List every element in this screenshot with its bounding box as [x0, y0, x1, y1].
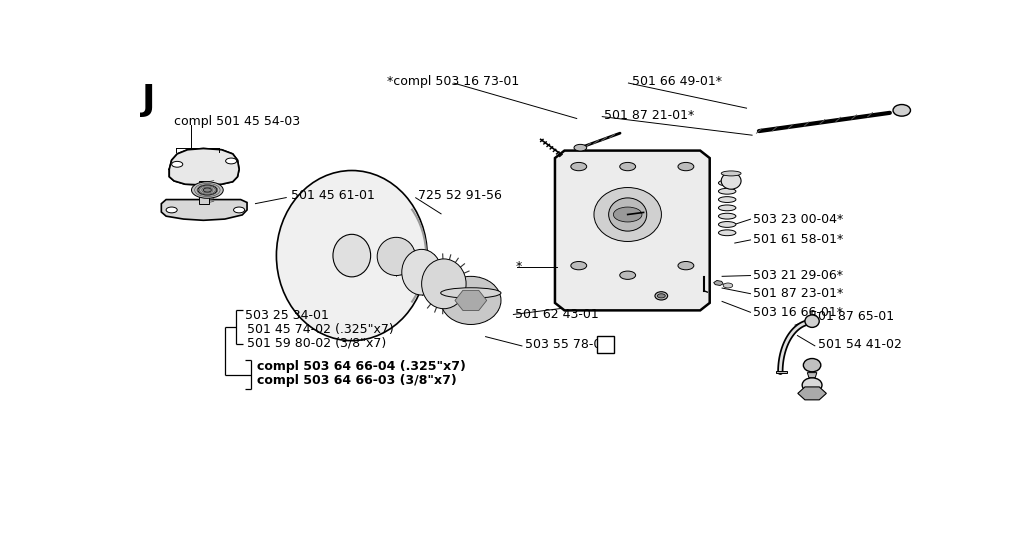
Circle shape — [678, 162, 694, 171]
Text: J: J — [142, 84, 156, 118]
Ellipse shape — [608, 198, 647, 231]
Ellipse shape — [893, 105, 910, 116]
Ellipse shape — [719, 213, 736, 219]
Text: *: * — [516, 260, 522, 273]
Ellipse shape — [655, 292, 668, 300]
Ellipse shape — [719, 222, 736, 227]
Ellipse shape — [719, 230, 736, 236]
Text: 501 87 21-01*: 501 87 21-01* — [604, 109, 694, 122]
Ellipse shape — [719, 180, 736, 186]
Polygon shape — [714, 280, 723, 286]
Text: 503 23 00-04*: 503 23 00-04* — [754, 212, 844, 225]
Ellipse shape — [805, 315, 819, 327]
Circle shape — [166, 207, 177, 213]
Text: 501 45 74-02 (.325"x7): 501 45 74-02 (.325"x7) — [247, 323, 394, 336]
Ellipse shape — [440, 277, 501, 324]
Polygon shape — [455, 291, 486, 310]
Text: compl 501 45 54-03: compl 501 45 54-03 — [174, 115, 300, 128]
Polygon shape — [798, 387, 826, 400]
Ellipse shape — [440, 288, 501, 298]
Bar — [597, 336, 614, 353]
Circle shape — [620, 271, 636, 279]
Ellipse shape — [377, 237, 416, 275]
Circle shape — [657, 294, 666, 298]
Polygon shape — [200, 181, 209, 204]
Ellipse shape — [719, 188, 736, 194]
Circle shape — [233, 207, 245, 213]
Ellipse shape — [721, 171, 741, 176]
Text: 501 62 43-01: 501 62 43-01 — [515, 308, 599, 321]
Circle shape — [678, 261, 694, 270]
Text: 503 21 29-06*: 503 21 29-06* — [754, 269, 844, 282]
Text: compl 503 64 66-04 (.325"x7): compl 503 64 66-04 (.325"x7) — [257, 361, 466, 374]
Ellipse shape — [276, 170, 427, 341]
Ellipse shape — [401, 250, 441, 295]
Text: 501 66 49-01*: 501 66 49-01* — [632, 75, 722, 88]
Text: 501 61 58-01*: 501 61 58-01* — [754, 233, 844, 246]
Text: 501 87 23-01*: 501 87 23-01* — [754, 287, 844, 300]
Text: 501 59 80-02 (3/8"x7): 501 59 80-02 (3/8"x7) — [247, 336, 386, 349]
Text: *compl 503 16 73-01: *compl 503 16 73-01 — [387, 75, 519, 88]
Ellipse shape — [594, 188, 662, 241]
Circle shape — [191, 182, 223, 198]
Ellipse shape — [719, 197, 736, 203]
Ellipse shape — [721, 172, 741, 189]
Text: 503 25 34-01: 503 25 34-01 — [246, 309, 330, 322]
Text: 503 16 66-01*: 503 16 66-01* — [754, 306, 844, 319]
Text: 501 54 41-02: 501 54 41-02 — [818, 338, 902, 351]
Ellipse shape — [804, 358, 821, 372]
Circle shape — [613, 207, 642, 222]
Circle shape — [204, 188, 211, 192]
Text: 501 87 65-01: 501 87 65-01 — [811, 310, 895, 323]
Text: compl 503 64 66-03 (3/8"x7): compl 503 64 66-03 (3/8"x7) — [257, 375, 457, 388]
Circle shape — [723, 283, 733, 288]
Circle shape — [574, 144, 587, 151]
Text: 725 52 91-56: 725 52 91-56 — [418, 189, 502, 202]
Ellipse shape — [802, 378, 822, 392]
Text: 503 55 78-01: 503 55 78-01 — [524, 338, 609, 351]
Circle shape — [225, 158, 237, 164]
Circle shape — [620, 162, 636, 171]
Circle shape — [198, 185, 217, 195]
Text: 501 45 61-01: 501 45 61-01 — [291, 189, 375, 202]
Polygon shape — [169, 149, 240, 185]
Polygon shape — [162, 199, 247, 220]
Ellipse shape — [719, 205, 736, 211]
Bar — [776, 370, 787, 373]
Circle shape — [570, 261, 587, 270]
Circle shape — [570, 162, 587, 171]
Ellipse shape — [422, 259, 466, 309]
Polygon shape — [555, 150, 710, 310]
Polygon shape — [807, 372, 817, 378]
Circle shape — [172, 161, 182, 167]
Ellipse shape — [333, 234, 371, 277]
